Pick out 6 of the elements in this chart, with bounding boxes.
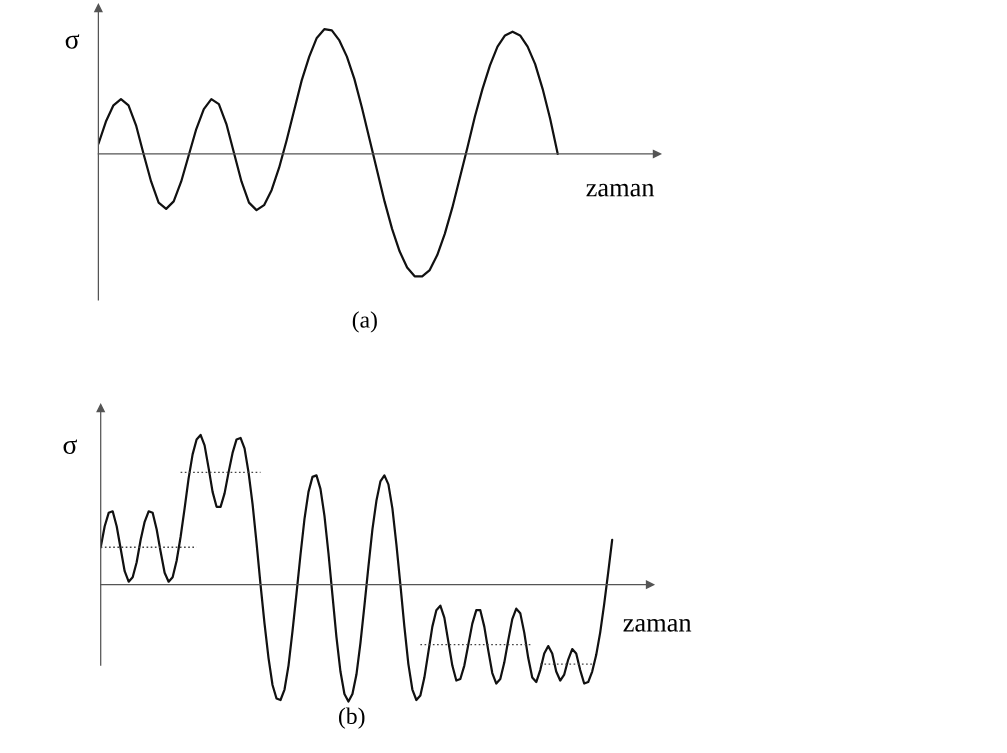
x-axis-title: zaman: [586, 183, 655, 197]
x-axis-title: zaman: [623, 618, 692, 632]
y-axis-title: σ: [63, 439, 77, 455]
text: (b): [339, 707, 365, 729]
y-axis-title: σ: [65, 34, 80, 49]
text: (a): [352, 311, 377, 333]
